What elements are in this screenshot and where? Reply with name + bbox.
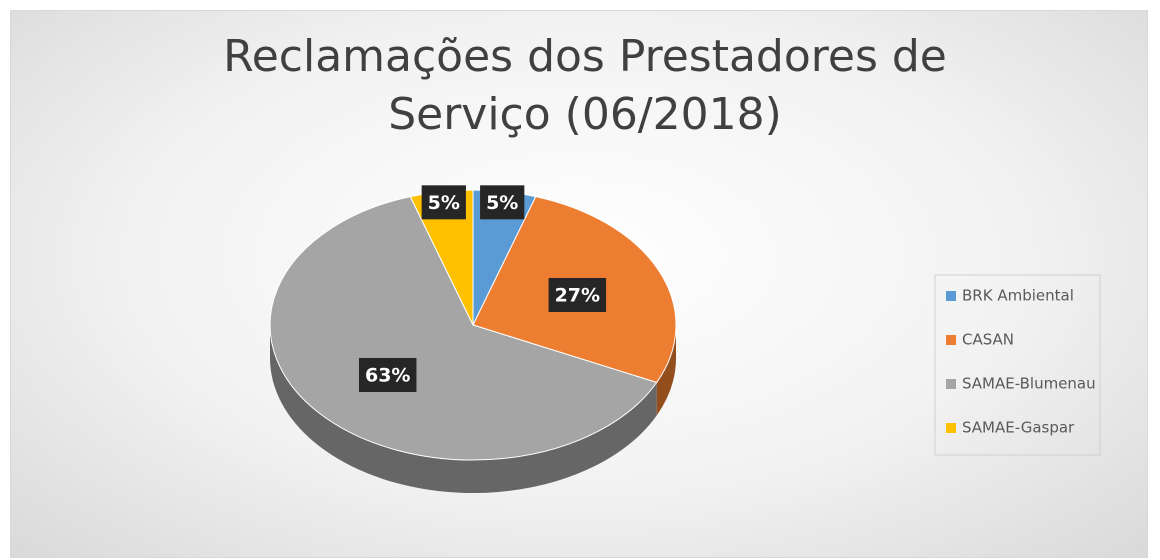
data-label: 5% [480, 185, 525, 220]
data-label-text: 5% [428, 192, 460, 214]
legend-label: SAMAE-Blumenau [962, 375, 1096, 393]
pie-side [656, 325, 676, 416]
legend-swatch [946, 291, 956, 301]
legend-swatch [946, 423, 956, 433]
data-label: 5% [421, 185, 466, 220]
legend-label: CASAN [962, 331, 1014, 349]
data-label-box [480, 185, 525, 220]
legend-label: BRK Ambiental [962, 287, 1074, 305]
legend-swatch [946, 335, 956, 345]
legend-swatch [946, 379, 956, 389]
pie-side [270, 325, 657, 493]
data-label: 63% [358, 357, 417, 392]
data-label-box [421, 185, 466, 220]
data-label-text: 63% [365, 364, 410, 386]
data-label-text: 5% [486, 192, 518, 214]
data-label: 27% [548, 277, 607, 312]
legend-box [934, 274, 1101, 456]
data-label-box [548, 277, 607, 312]
data-label-text: 27% [555, 284, 600, 306]
legend-label: SAMAE-Gaspar [962, 419, 1075, 437]
chart-title: Reclamações dos Prestadores de Serviço (… [223, 31, 947, 140]
data-label-box [358, 357, 417, 392]
pie-slice [269, 196, 658, 461]
